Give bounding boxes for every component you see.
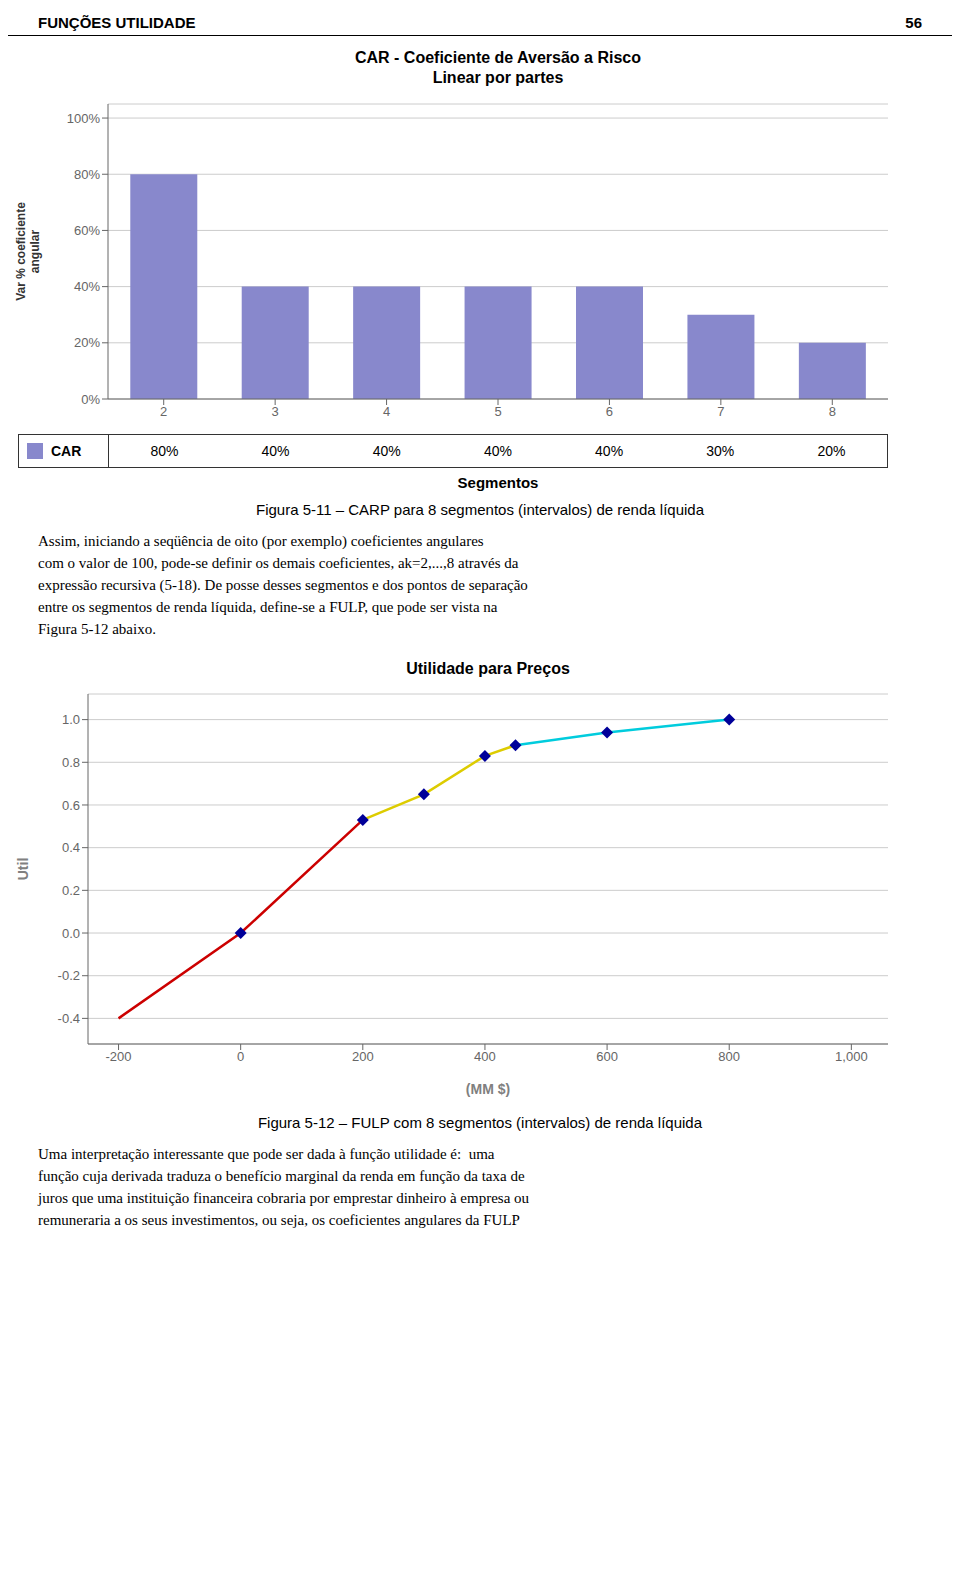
svg-text:0.4: 0.4: [62, 840, 80, 855]
svg-text:5: 5: [494, 404, 501, 419]
svg-text:80%: 80%: [74, 167, 100, 182]
svg-text:400: 400: [474, 1049, 496, 1064]
svg-text:3: 3: [272, 404, 279, 419]
svg-text:0: 0: [237, 1049, 244, 1064]
svg-text:0%: 0%: [81, 392, 100, 407]
html-text:Linear por partes: Linear por partes: [432, 69, 564, 86]
svg-text:Var % coeficienteangular: Var % coeficienteangular: [14, 202, 42, 301]
html-text:função cuja derivada traduza o: função cuja derivada traduza o benefício…: [38, 1168, 525, 1184]
html-text:remuneraria a os seus investim: remuneraria a os seus investimentos, ou …: [38, 1212, 520, 1228]
html-text:20%: 20%: [817, 443, 846, 459]
html-text:40%: 40%: [261, 443, 290, 459]
svg-text:0.8: 0.8: [62, 755, 80, 770]
html-text:80%: 80%: [150, 443, 179, 459]
svg-text:200: 200: [352, 1049, 374, 1064]
html-text:entre os segmentos de renda lí: entre os segmentos de renda líquida, def…: [38, 599, 498, 615]
html-text:40%: 40%: [595, 443, 624, 459]
svg-text:(MM $): (MM $): [466, 1081, 510, 1097]
svg-text:0.2: 0.2: [62, 883, 80, 898]
html-text:Uma interpretação interessante: Uma interpretação interessante que pode …: [38, 1146, 495, 1162]
svg-text:4: 4: [383, 404, 390, 419]
svg-text:6: 6: [606, 404, 613, 419]
svg-text:100%: 100%: [67, 111, 101, 126]
svg-text:1.0: 1.0: [62, 712, 80, 727]
html-text:juros que uma instituição fina: juros que uma instituição financeira cob…: [38, 1190, 530, 1206]
html-text:CAR: CAR: [51, 443, 82, 459]
svg-text:-0.4: -0.4: [58, 1011, 80, 1026]
html-text:com o valor de 100, pode-se de: com o valor de 100, pode-se definir os d…: [38, 555, 519, 571]
svg-text:600: 600: [596, 1049, 618, 1064]
html-text:30%: 30%: [706, 443, 735, 459]
html-text:FUNÇÕES UTILIDADE: FUNÇÕES UTILIDADE: [38, 14, 196, 31]
svg-text:8: 8: [829, 404, 836, 419]
svg-text:-200: -200: [106, 1049, 132, 1064]
html-text:Figura 5-12 – FULP com 8 segme: Figura 5-12 – FULP com 8 segmentos (inte…: [257, 1114, 703, 1131]
svg-text:-0.2: -0.2: [58, 968, 80, 983]
html-text:40%: 40%: [483, 443, 512, 459]
svg-text:0.0: 0.0: [62, 926, 80, 941]
html-text:Assim, iniciando a seqüência d: Assim, iniciando a seqüência de oito (po…: [38, 533, 484, 549]
svg-text:2: 2: [160, 404, 167, 419]
html-text:Figura 5-12 abaixo.: Figura 5-12 abaixo.: [38, 621, 156, 637]
svg-text:0.6: 0.6: [62, 798, 80, 813]
html-text:expressão recursiva (5-18). De: expressão recursiva (5-18). De posse des…: [38, 577, 528, 593]
svg-text:20%: 20%: [74, 335, 100, 350]
html-text:Figura 5-11 – CARP para 8 segm: Figura 5-11 – CARP para 8 segmentos (int…: [256, 501, 704, 518]
svg-text:7: 7: [717, 404, 724, 419]
html-text:CAR - Coeficiente de Aversão a: CAR - Coeficiente de Aversão a Risco: [355, 49, 641, 66]
html-text:Utilidade para Preços: Utilidade para Preços: [406, 660, 570, 677]
svg-text:Util: Util: [15, 858, 31, 881]
svg-text:1,000: 1,000: [835, 1049, 868, 1064]
html-text:56: 56: [905, 14, 922, 31]
svg-text:800: 800: [718, 1049, 740, 1064]
html-text:40%: 40%: [372, 443, 401, 459]
html-text:Segmentos: Segmentos: [457, 474, 539, 491]
svg-text:60%: 60%: [74, 223, 100, 238]
svg-text:40%: 40%: [74, 279, 100, 294]
